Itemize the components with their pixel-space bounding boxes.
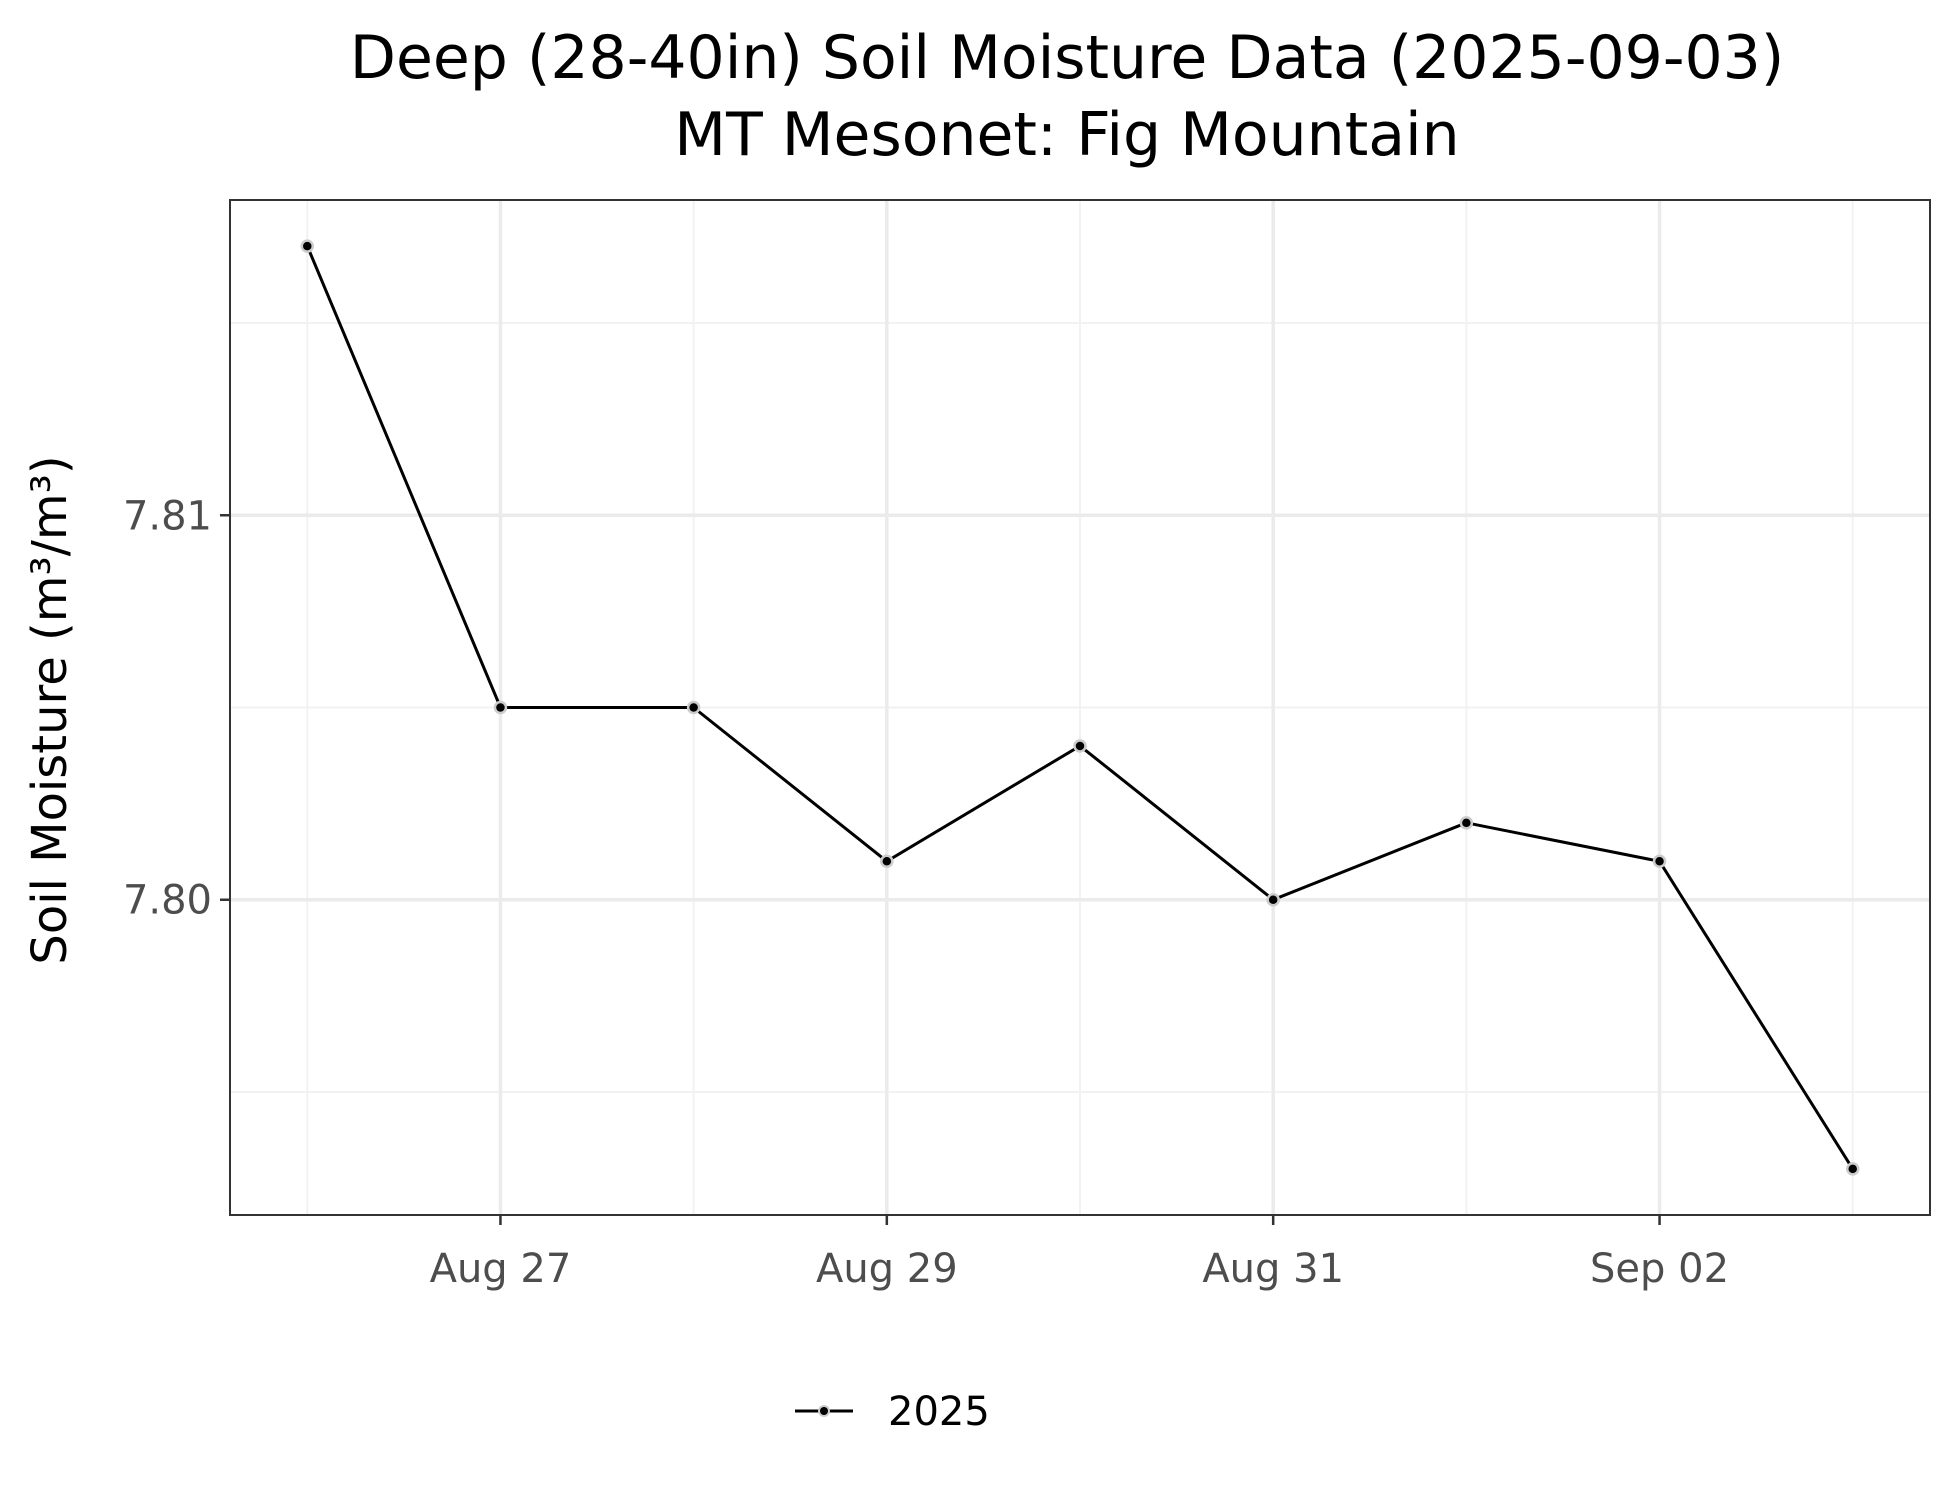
x-tick-label-3: Sep 02 [1590, 1246, 1729, 1292]
data-point-2025-08-29 [880, 854, 894, 869]
y-tick-label-0: 7.80 [123, 878, 212, 924]
legend: 2025 [795, 1389, 990, 1435]
data-point-2025-08-26 [300, 239, 315, 253]
series-layer [300, 239, 1860, 1176]
axis-layer: Aug 27 Aug 29 Aug 31 Sep 02 7.80 7.81 [123, 493, 1729, 1292]
x-tick-label-2: Aug 31 [1202, 1246, 1344, 1292]
y-tick-label-1: 7.81 [123, 493, 212, 539]
grid-layer [230, 200, 1930, 1215]
chart-subtitle: MT Mesonet: Fig Mountain [674, 100, 1459, 170]
y-axis-title-group: Soil Moisture (m³/m³) [22, 455, 78, 964]
data-point-2025-08-31 [1266, 892, 1280, 907]
panel-border [229, 199, 1931, 1216]
data-point-2025-09-03 [1845, 1162, 1860, 1176]
data-point-2025-08-30 [1073, 739, 1087, 753]
x-tick-label-1: Aug 29 [816, 1246, 958, 1292]
chart-title: Deep (28-40in) Soil Moisture Data (2025-… [350, 23, 1784, 93]
x-tick-label-0: Aug 27 [430, 1246, 572, 1292]
data-point-2025-09-01 [1459, 816, 1474, 830]
y-axis-title: Soil Moisture (m³/m³) [22, 455, 78, 964]
data-point-2025-08-27 [493, 700, 508, 715]
legend-key-point [818, 1405, 830, 1417]
data-point-2025-08-28 [686, 700, 701, 715]
data-point-2025-09-02 [1652, 854, 1667, 869]
legend-label: 2025 [888, 1389, 990, 1435]
plot-panel [229, 199, 1931, 1216]
